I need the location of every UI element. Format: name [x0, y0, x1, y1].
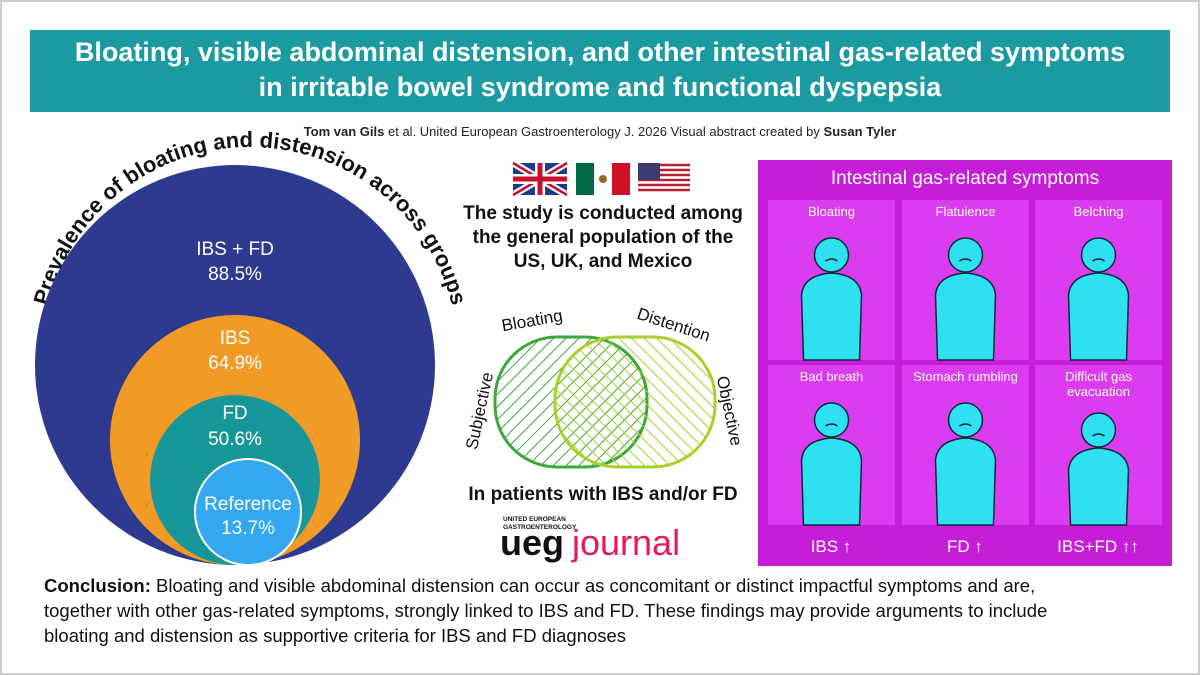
artist: Susan Tyler	[824, 124, 897, 139]
figure-face	[959, 423, 972, 427]
figure-head	[813, 237, 850, 273]
byline: Tom van Gils et al. United European Gast…	[304, 124, 897, 139]
group-value: 13.7%	[221, 518, 275, 539]
conclusion-line: Conclusion: Bloating and visible abdomin…	[44, 575, 1035, 596]
figure-body	[934, 272, 997, 361]
flag-uk	[511, 159, 569, 199]
citation: et al. United European Gastroenterology …	[388, 124, 820, 139]
symptom-name: Stomach rumbling	[913, 369, 1018, 384]
symptom-name: Difficult gas	[1065, 369, 1132, 384]
association: FD ↑	[947, 537, 983, 556]
study-line: US, UK, and Mexico	[514, 251, 692, 272]
study-line: the general population of the	[473, 227, 734, 248]
group-name: IBS + FD	[196, 239, 274, 260]
conclusion-label: Conclusion:	[44, 575, 151, 596]
association: IBS+FD ↑↑	[1057, 537, 1139, 556]
figure-face	[1092, 258, 1105, 262]
flag-mexico	[576, 163, 630, 195]
group-value: 50.6%	[208, 429, 262, 450]
symptom-name: Flatulence	[936, 204, 996, 219]
symptoms-title: Intestinal gas-related symptoms	[831, 168, 1099, 189]
figure-body	[800, 272, 863, 361]
figure-head	[813, 402, 850, 438]
logo-small: GASTROENTEROLOGY	[503, 524, 577, 531]
title: in irritable bowel syndrome and function…	[259, 72, 943, 102]
figure-face	[959, 258, 972, 262]
title-banner	[30, 30, 1170, 112]
symptom-name: Bad breath	[800, 369, 864, 384]
title: Bloating, visible abdominal distension, …	[75, 37, 1125, 67]
conclusion-line: bloating and distension as supportive cr…	[44, 625, 626, 646]
group-name: Reference	[204, 494, 292, 515]
symptom-name: Belching	[1074, 204, 1124, 219]
figure-face	[1092, 433, 1105, 437]
flag-us	[638, 163, 690, 195]
conclusion-line: together with other gas-related symptoms…	[44, 600, 1047, 621]
figure-body	[1067, 272, 1130, 361]
circle-reference	[194, 458, 302, 566]
association: IBS ↑	[811, 537, 852, 556]
logo-small: UNITED EUROPEAN	[503, 516, 566, 523]
figure-head	[947, 237, 984, 273]
group-value: 88.5%	[208, 264, 262, 285]
study-line: The study is conducted among	[463, 203, 743, 224]
study-caption: In patients with IBS and/or FD	[468, 484, 737, 505]
figure-body	[934, 437, 997, 526]
figure-body	[1067, 447, 1130, 526]
conclusion-text: Bloating and visible abdominal distensio…	[156, 575, 1035, 596]
symptom-name: Bloating	[808, 204, 855, 219]
figure-head	[1080, 237, 1117, 273]
figure-face	[825, 258, 838, 262]
group-name: IBS	[220, 328, 251, 349]
logo-ueg: ueg	[500, 522, 564, 563]
venn-distention	[553, 335, 717, 469]
group-name: FD	[222, 403, 247, 424]
symptom-name: evacuation	[1067, 384, 1130, 399]
figure-body	[800, 437, 863, 526]
figure-head	[947, 402, 984, 438]
group-value: 64.9%	[208, 353, 262, 374]
symptom-cells: Bloating Flatulence Belching Bad breath Stom…	[768, 200, 1162, 526]
figure-face	[825, 423, 838, 427]
author: Tom van Gils	[304, 124, 385, 139]
logo-journal: journal	[571, 522, 680, 563]
figure-head	[1080, 412, 1117, 448]
